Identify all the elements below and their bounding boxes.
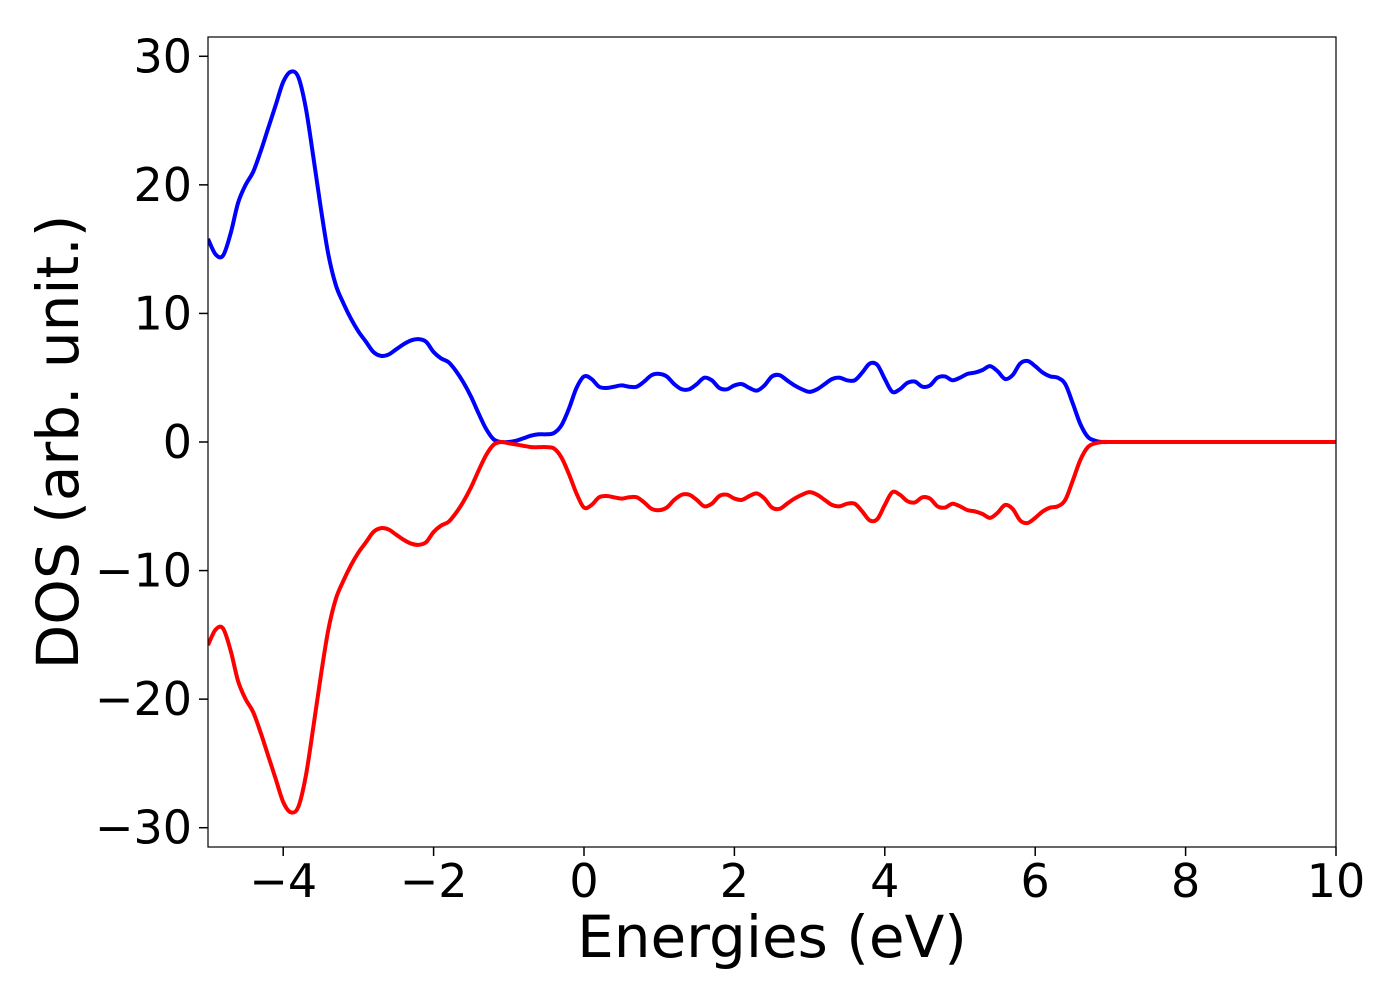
x-tick-label: 6	[1021, 854, 1050, 908]
x-tick-label: 2	[720, 854, 749, 908]
y-tick-label: 0	[163, 415, 192, 469]
y-tick-label: 10	[133, 286, 192, 340]
y-axis-label: DOS (arb. unit.)	[24, 215, 92, 670]
x-tick-label: 4	[870, 854, 899, 908]
y-tick-label: −10	[95, 544, 192, 598]
y-tick-label: −30	[95, 801, 192, 855]
x-tick-label: −4	[249, 854, 317, 908]
x-tick-label: 10	[1307, 854, 1366, 908]
y-tick-label: 30	[133, 29, 192, 83]
x-tick-label: 0	[569, 854, 598, 908]
x-tick-label: −2	[400, 854, 468, 908]
series-line-1	[208, 69, 1336, 445]
x-axis-label: Energies (eV)	[577, 903, 967, 971]
x-tick-label: 8	[1171, 854, 1200, 908]
series-line-2	[208, 439, 1336, 815]
y-tick-label: 20	[133, 158, 192, 212]
y-tick-label: −20	[95, 672, 192, 726]
series-layer	[208, 69, 1336, 815]
y-axis-ticks: −30 −20 −10 0 10 20 30	[95, 29, 208, 855]
x-axis-ticks: −4 −2 0 2 4 6 8 10	[249, 847, 1365, 908]
